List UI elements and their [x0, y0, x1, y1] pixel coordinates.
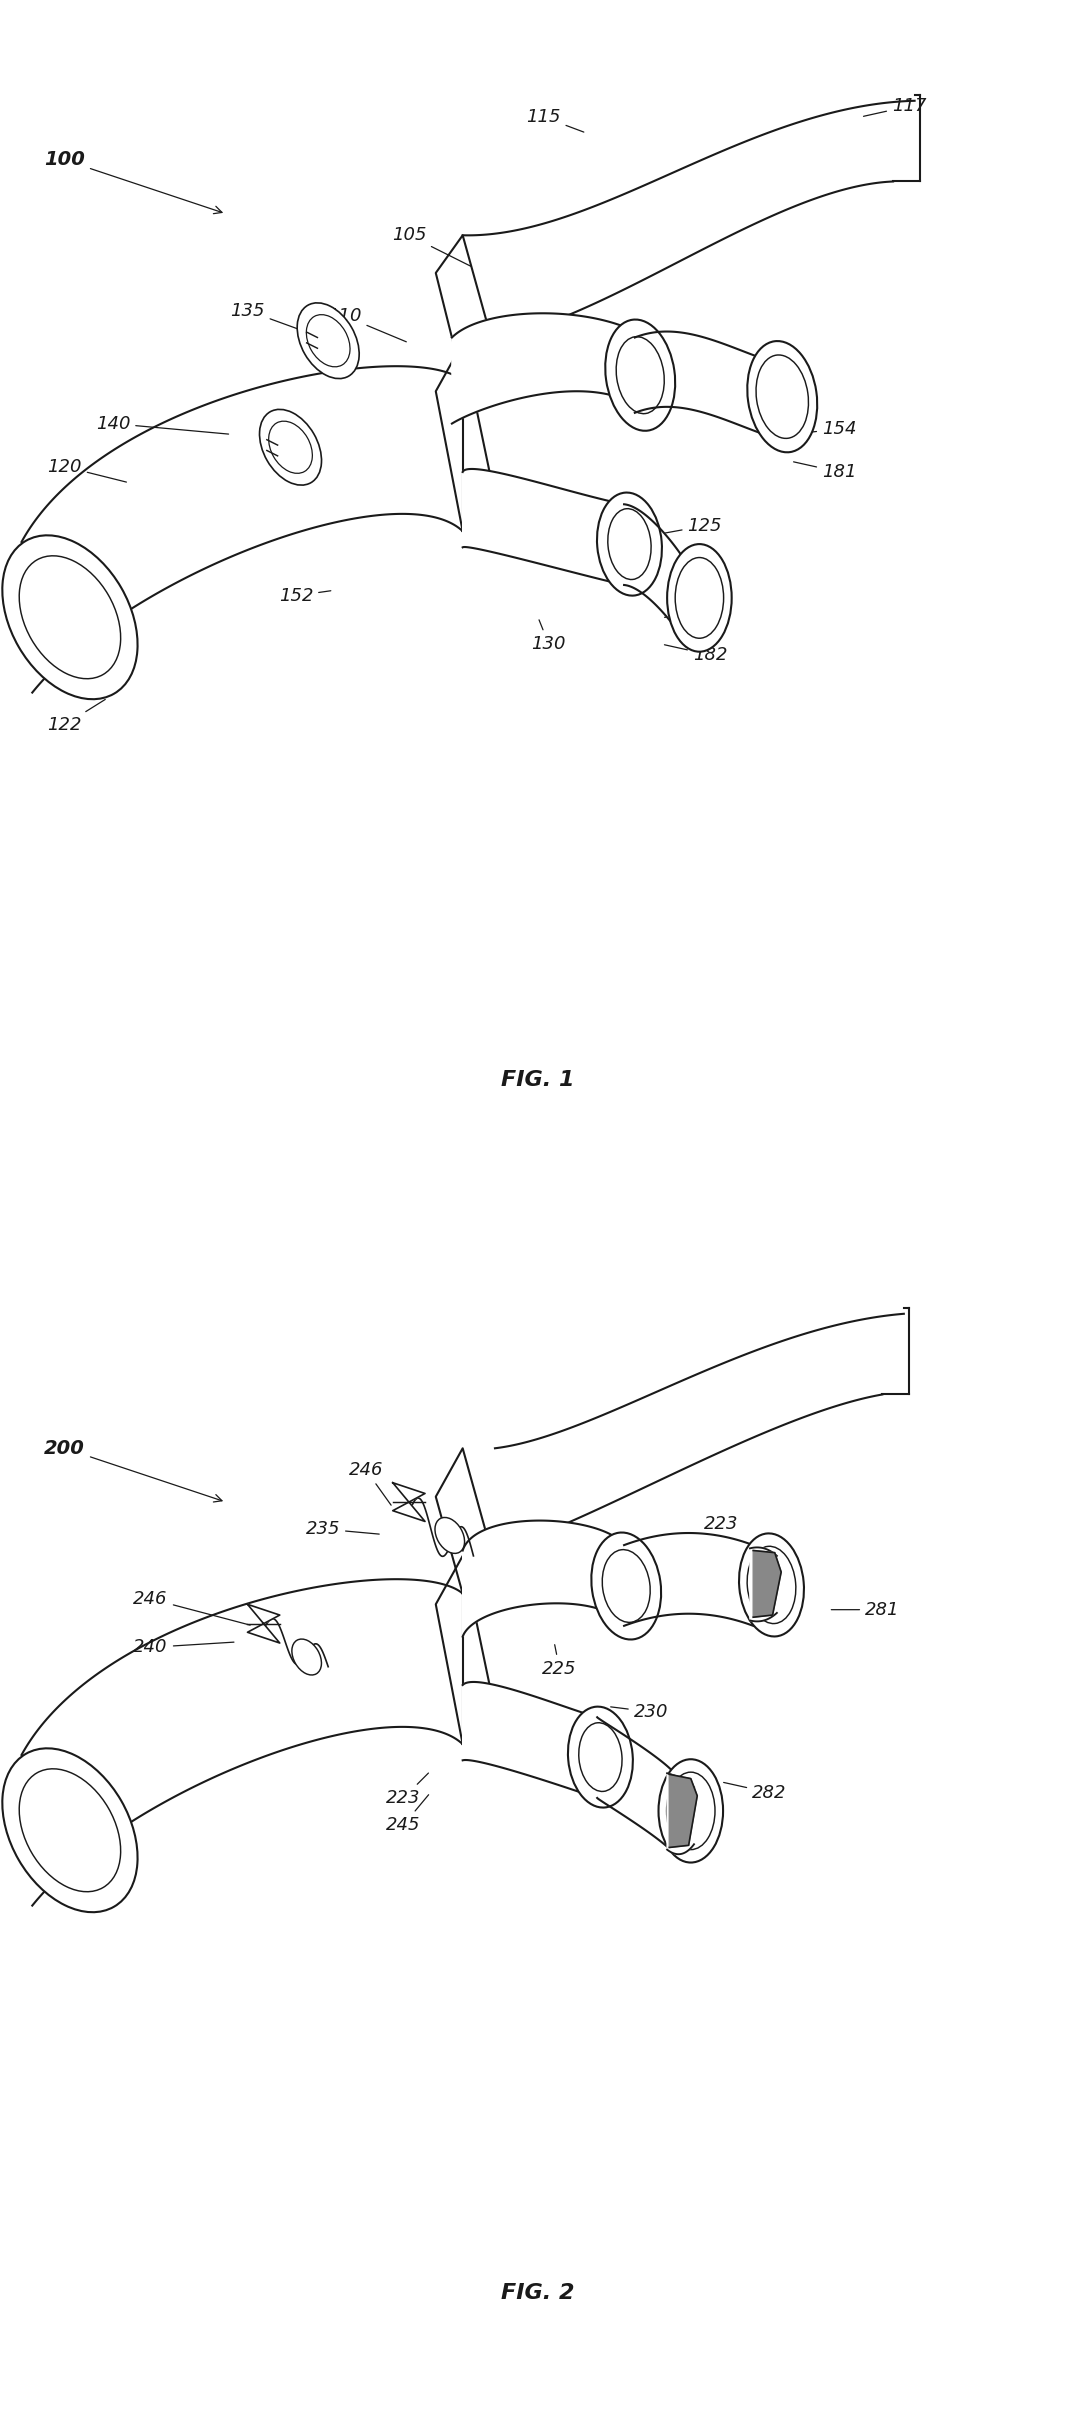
Polygon shape	[624, 505, 683, 638]
Text: 246: 246	[349, 1460, 392, 1504]
Text: 152: 152	[610, 344, 652, 374]
Ellipse shape	[605, 320, 676, 432]
Text: 245: 245	[386, 1795, 428, 1834]
Text: 130: 130	[532, 619, 566, 653]
Text: 140: 140	[96, 415, 228, 434]
Ellipse shape	[2, 536, 138, 699]
Text: 152: 152	[279, 587, 330, 604]
Polygon shape	[753, 1550, 781, 1618]
Polygon shape	[624, 1533, 753, 1625]
Ellipse shape	[597, 492, 662, 597]
Text: 223: 223	[675, 1514, 738, 1543]
Polygon shape	[750, 1548, 777, 1621]
Polygon shape	[393, 1482, 425, 1521]
Ellipse shape	[435, 1519, 465, 1553]
Text: 117: 117	[864, 97, 926, 116]
Polygon shape	[463, 1521, 624, 1638]
Ellipse shape	[259, 410, 322, 485]
Ellipse shape	[592, 1533, 661, 1640]
Polygon shape	[247, 1604, 280, 1642]
Polygon shape	[463, 468, 624, 585]
Text: 135: 135	[230, 301, 305, 332]
Text: 246: 246	[133, 1589, 251, 1625]
Text: 223: 223	[386, 1773, 428, 1807]
Polygon shape	[635, 332, 764, 434]
Polygon shape	[22, 366, 463, 691]
Ellipse shape	[659, 1759, 723, 1863]
Polygon shape	[22, 1579, 463, 1904]
Text: FIG. 2: FIG. 2	[501, 2283, 575, 2302]
Text: 120: 120	[47, 459, 126, 483]
Text: 182: 182	[665, 645, 727, 665]
Text: 115: 115	[526, 107, 584, 131]
Text: 125: 125	[649, 517, 722, 536]
Text: 235: 235	[306, 1521, 379, 1538]
Polygon shape	[452, 313, 646, 425]
Text: 110: 110	[327, 308, 407, 342]
Polygon shape	[463, 1681, 597, 1798]
Text: 154: 154	[794, 420, 856, 439]
Ellipse shape	[747, 342, 818, 451]
Ellipse shape	[297, 303, 359, 378]
Ellipse shape	[568, 1705, 633, 1807]
Text: 200: 200	[44, 1439, 222, 1502]
Polygon shape	[463, 102, 915, 342]
Text: 122: 122	[47, 699, 105, 733]
Ellipse shape	[2, 1749, 138, 1912]
Text: 100: 100	[44, 150, 222, 213]
Polygon shape	[597, 1718, 672, 1851]
Text: 105: 105	[392, 226, 471, 267]
Ellipse shape	[667, 543, 732, 653]
Ellipse shape	[292, 1640, 322, 1674]
Text: 225: 225	[542, 1645, 577, 1679]
Text: 181: 181	[794, 461, 856, 480]
Text: 230: 230	[611, 1703, 668, 1720]
Text: 245: 245	[703, 1557, 765, 1574]
Polygon shape	[495, 1315, 904, 1550]
Ellipse shape	[739, 1533, 804, 1638]
Text: 282: 282	[724, 1783, 787, 1803]
Text: 281: 281	[832, 1601, 900, 1618]
Polygon shape	[669, 1773, 697, 1849]
Polygon shape	[667, 1773, 694, 1853]
Text: 240: 240	[133, 1638, 233, 1657]
Text: 154: 154	[665, 609, 727, 626]
Text: FIG. 1: FIG. 1	[501, 1070, 575, 1089]
